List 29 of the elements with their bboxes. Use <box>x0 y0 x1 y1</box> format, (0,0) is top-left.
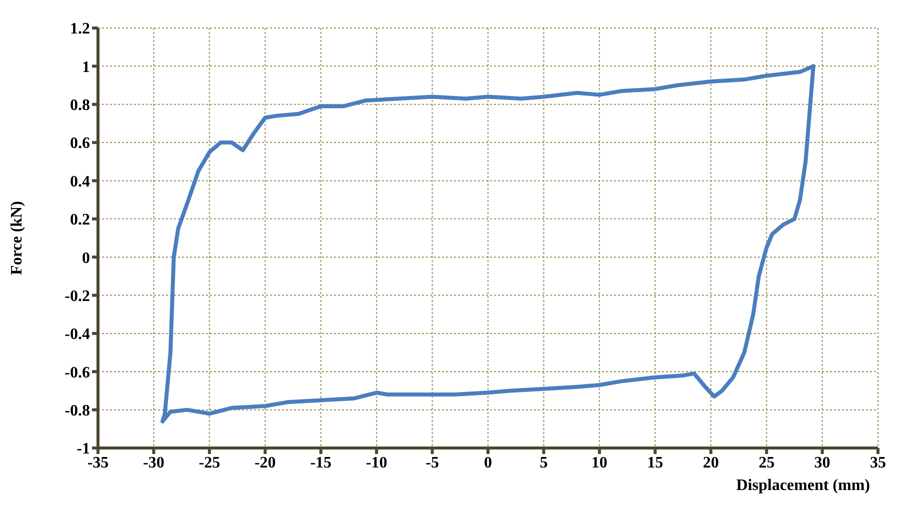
x-tick-label: -30 <box>143 454 164 472</box>
y-tick-label: -0.4 <box>64 326 90 344</box>
y-tick-label: 1.2 <box>70 20 90 38</box>
x-tick-label: 35 <box>870 454 886 472</box>
y-tick-label: 0.8 <box>70 97 90 114</box>
x-tick-label: 5 <box>540 454 548 472</box>
x-tick-label: -5 <box>426 454 439 472</box>
y-tick-label: -1 <box>76 440 90 458</box>
y-axis-title: Force (kN) <box>8 201 26 275</box>
y-tick-label: -0.8 <box>64 402 90 420</box>
x-tick-label: 25 <box>758 454 775 472</box>
x-tick-label: 10 <box>591 454 608 472</box>
x-tick-label: -35 <box>87 454 109 472</box>
y-tick-label: -0.2 <box>64 288 90 305</box>
y-tick-label: -0.6 <box>64 364 90 382</box>
x-tick-label: -10 <box>366 454 388 472</box>
x-axis-title: Displacement (mm) <box>736 477 870 494</box>
y-tick-label: 0 <box>82 250 90 267</box>
x-tick-label: -20 <box>254 454 276 472</box>
y-tick-label: 1 <box>82 58 90 76</box>
x-tick-label: -25 <box>198 454 220 472</box>
x-tick-label: 0 <box>484 454 492 472</box>
y-tick-label: 0.4 <box>70 173 90 190</box>
y-tick-label: 0.2 <box>70 212 90 229</box>
x-tick-label: 20 <box>702 454 719 472</box>
x-tick-label: 15 <box>647 454 664 472</box>
x-tick-label: 30 <box>814 454 830 472</box>
x-tick-label: -15 <box>310 454 332 472</box>
y-tick-label: 0.6 <box>70 135 90 152</box>
